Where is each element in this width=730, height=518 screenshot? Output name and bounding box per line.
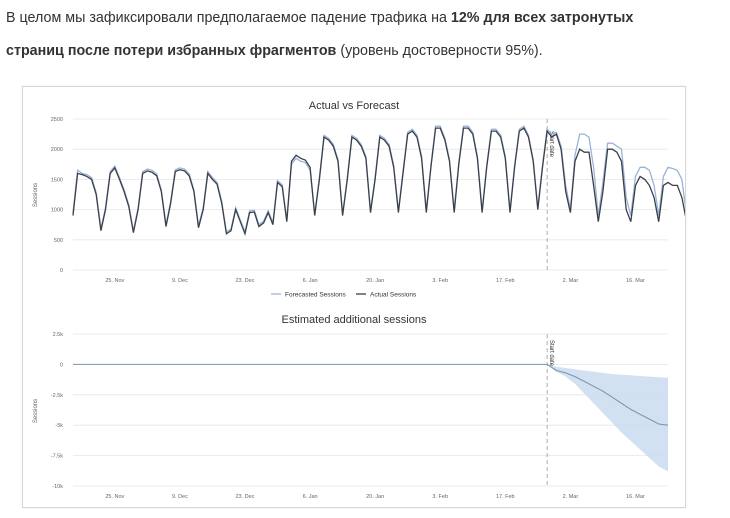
confidence-interval-band [547,364,668,472]
bottom-x-tick-label: 6. Jan [303,494,318,500]
legend-forecast-label[interactable]: Forecasted Sessions [285,292,346,299]
chart-title: Estimated additional sessions [282,314,427,326]
bottom-y-tick-label: -2.5k [51,393,63,399]
bottom-y-tick-labels: 2.5k 0 -2.5k -5k -7.5k -10k [51,332,63,490]
top-y-tick-label: 0 [60,268,63,274]
bottom-x-tick-label: 16. Mar [626,494,645,500]
forecast-series-line [72,125,692,235]
bottom-x-tick-label: 17. Feb [496,494,515,500]
chart-title: Actual vs Forecast [309,100,399,112]
intro-paragraph: В целом мы зафиксировали предполагаемое … [6,2,724,68]
top-y-tick-label: 2500 [51,117,63,123]
bottom-x-tick-label: 20. Jan [366,494,384,500]
top-x-tick-label: 20. Jan [366,278,384,284]
chart-figure: Actual vs Forecast Sessions 0 500 1000 1500… [22,86,692,508]
start-date-label: Start date [548,340,554,367]
top-x-tick-label: 9. Dec [172,278,188,284]
bottom-y-tick-label: 2.5k [53,332,64,338]
bottom-gridlines [73,333,668,487]
start-date-label: Start date [548,131,554,158]
estimated-additional-sessions-chart: Estimated additional sessions Sessions 2… [33,314,669,500]
bottom-y-tick-label: -5k [55,423,63,429]
bottom-x-tick-label: 3. Feb [432,494,448,500]
top-x-tick-labels: 25. Nov 9. Dec 23. Dec 6. Jan 20. Jan 3. Feb 1… [105,278,645,284]
legend-actual-label[interactable]: Actual Sessions [370,292,417,299]
actual-series-line [72,127,692,237]
actual-vs-forecast-chart: Actual vs Forecast Sessions 0 500 1000 1500… [33,100,692,299]
bottom-x-tick-label: 2. Mar [563,494,579,500]
y-axis-label: Sessions [33,183,39,207]
intro-text-start: В целом мы зафиксировали предполагаемое … [6,10,451,26]
top-x-tick-label: 16. Mar [626,278,645,284]
bottom-x-tick-label: 23. Dec [236,494,255,500]
top-x-tick-label: 25. Nov [105,278,124,284]
estimate-series-line [546,363,669,426]
top-y-tick-labels: 0 500 1000 1500 2000 2500 [51,117,63,274]
bottom-y-tick-label: -7.5k [51,454,63,460]
top-y-tick-label: 2000 [51,147,63,153]
top-y-tick-label: 1500 [51,177,63,183]
bottom-x-tick-label: 9. Dec [172,494,188,500]
intro-text-end: (уровень достоверности 95%). [336,43,543,59]
intro-bold-pages: страниц после потери избранных фрагменто… [6,43,337,59]
chart-legend: Forecasted Sessions Actual Sessions [271,292,417,299]
top-x-tick-label: 3. Feb [432,278,448,284]
top-x-tick-label: 2. Mar [563,278,579,284]
top-y-tick-label: 500 [54,238,63,244]
intro-bold-percent: 12% для всех затронутых [450,10,634,26]
top-y-tick-label: 1000 [51,208,63,214]
top-x-tick-label: 23. Dec [236,278,255,284]
bottom-x-tick-labels: 25. Nov 9. Dec 23. Dec 6. Jan 20. Jan 3. Feb 1… [105,494,645,500]
bottom-y-tick-label: 0 [60,362,63,368]
top-x-tick-label: 17. Feb [496,278,515,284]
bottom-x-tick-label: 25. Nov [105,494,124,500]
y-axis-label: Sessions [33,399,39,423]
top-x-tick-label: 6. Jan [303,278,318,284]
chart-canvas: Actual vs Forecast Sessions 0 500 1000 1500… [33,100,692,500]
bottom-y-tick-label: -10k [52,484,63,490]
